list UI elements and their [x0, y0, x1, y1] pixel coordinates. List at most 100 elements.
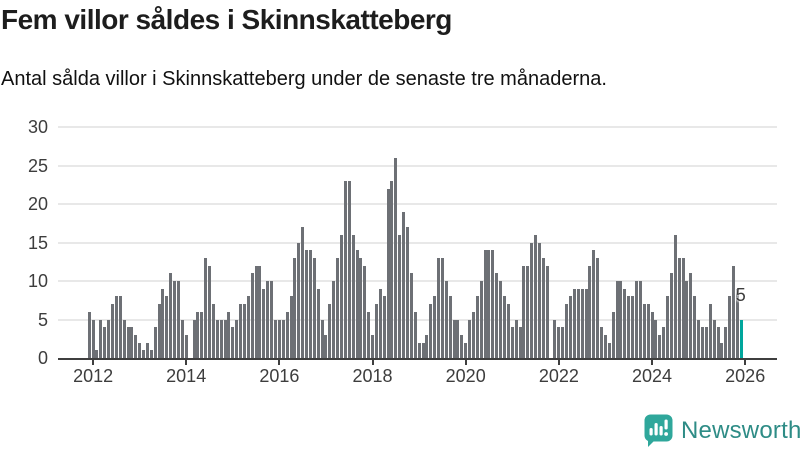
bar — [654, 319, 658, 358]
bar — [99, 319, 103, 358]
bar — [592, 250, 596, 358]
newsworthy-logo[interactable]: Newsworthy — [644, 414, 800, 448]
bar — [223, 319, 227, 358]
bar — [297, 242, 301, 358]
bar — [518, 327, 522, 358]
bar — [728, 296, 732, 358]
bar — [700, 327, 704, 358]
bar — [724, 327, 728, 358]
bar — [270, 281, 274, 358]
bar — [487, 250, 491, 358]
bar — [367, 311, 371, 358]
bar — [196, 311, 200, 358]
bar — [452, 319, 456, 358]
bar — [483, 250, 487, 358]
bar — [312, 257, 316, 358]
bar — [347, 180, 351, 358]
bar — [246, 296, 250, 358]
bar — [677, 257, 681, 358]
bar — [565, 304, 569, 358]
bar — [421, 342, 425, 358]
bar — [545, 265, 549, 358]
bar — [114, 296, 118, 358]
bar — [541, 257, 545, 358]
bar — [429, 304, 433, 358]
bar — [716, 327, 720, 358]
bar — [145, 342, 149, 358]
bar — [254, 265, 258, 358]
bar — [208, 265, 212, 358]
gridline — [58, 241, 777, 244]
bar — [704, 327, 708, 358]
bar — [343, 180, 347, 358]
bar — [157, 304, 161, 358]
x-axis-tick — [278, 360, 281, 365]
bar — [285, 311, 289, 358]
bar — [413, 311, 417, 358]
bar — [289, 296, 293, 358]
bar — [110, 304, 114, 358]
bar — [402, 211, 406, 358]
bar — [417, 342, 421, 358]
x-axis-label: 2026 — [725, 366, 766, 386]
bar — [569, 296, 572, 358]
x-axis-tick — [651, 360, 653, 365]
bar — [650, 311, 654, 358]
bar — [176, 281, 180, 358]
bar — [689, 273, 693, 358]
gridline — [58, 203, 777, 205]
bar — [126, 327, 130, 358]
bar — [277, 319, 281, 358]
x-axis-tick — [464, 360, 467, 365]
bar — [394, 157, 398, 358]
bar — [316, 288, 320, 358]
chart-subtitle: Antal sålda villor i Skinnskatteberg und… — [1, 68, 607, 90]
bar — [619, 281, 623, 358]
bar — [409, 273, 413, 358]
bar — [572, 288, 576, 358]
bar — [642, 304, 646, 358]
bar — [169, 273, 173, 358]
bar — [184, 334, 188, 358]
bar — [708, 304, 712, 358]
gridline — [58, 126, 777, 128]
bar — [149, 350, 153, 358]
bar — [250, 273, 254, 358]
bar — [600, 327, 604, 358]
bar — [231, 327, 235, 358]
bar — [634, 281, 638, 358]
bar — [200, 311, 204, 358]
bar — [134, 334, 138, 358]
gridline — [58, 318, 777, 321]
bar — [227, 311, 231, 358]
bar — [603, 334, 607, 358]
bar — [607, 342, 611, 358]
bar — [627, 296, 631, 358]
newsworthy-logo-text: Newsworthy — [681, 417, 800, 444]
bar — [378, 288, 382, 358]
bar — [204, 257, 208, 358]
bar — [405, 227, 409, 358]
bar — [281, 319, 285, 358]
bar — [153, 327, 157, 358]
bar — [464, 342, 468, 358]
bar — [332, 281, 336, 358]
bar — [425, 334, 429, 358]
bar — [398, 234, 402, 358]
bar — [363, 265, 367, 358]
bar — [258, 265, 262, 358]
bar — [503, 296, 507, 358]
bar — [666, 296, 670, 358]
bar — [669, 273, 673, 358]
bar — [444, 281, 448, 358]
bar — [720, 342, 724, 358]
bar — [479, 281, 483, 358]
y-axis-label: 0 — [37, 348, 48, 368]
bar — [382, 296, 386, 358]
bar — [173, 281, 177, 358]
bar — [142, 350, 146, 358]
newsworthy-logo-icon — [644, 414, 673, 447]
bar — [161, 288, 165, 358]
bar — [448, 296, 452, 358]
bar — [510, 327, 514, 358]
